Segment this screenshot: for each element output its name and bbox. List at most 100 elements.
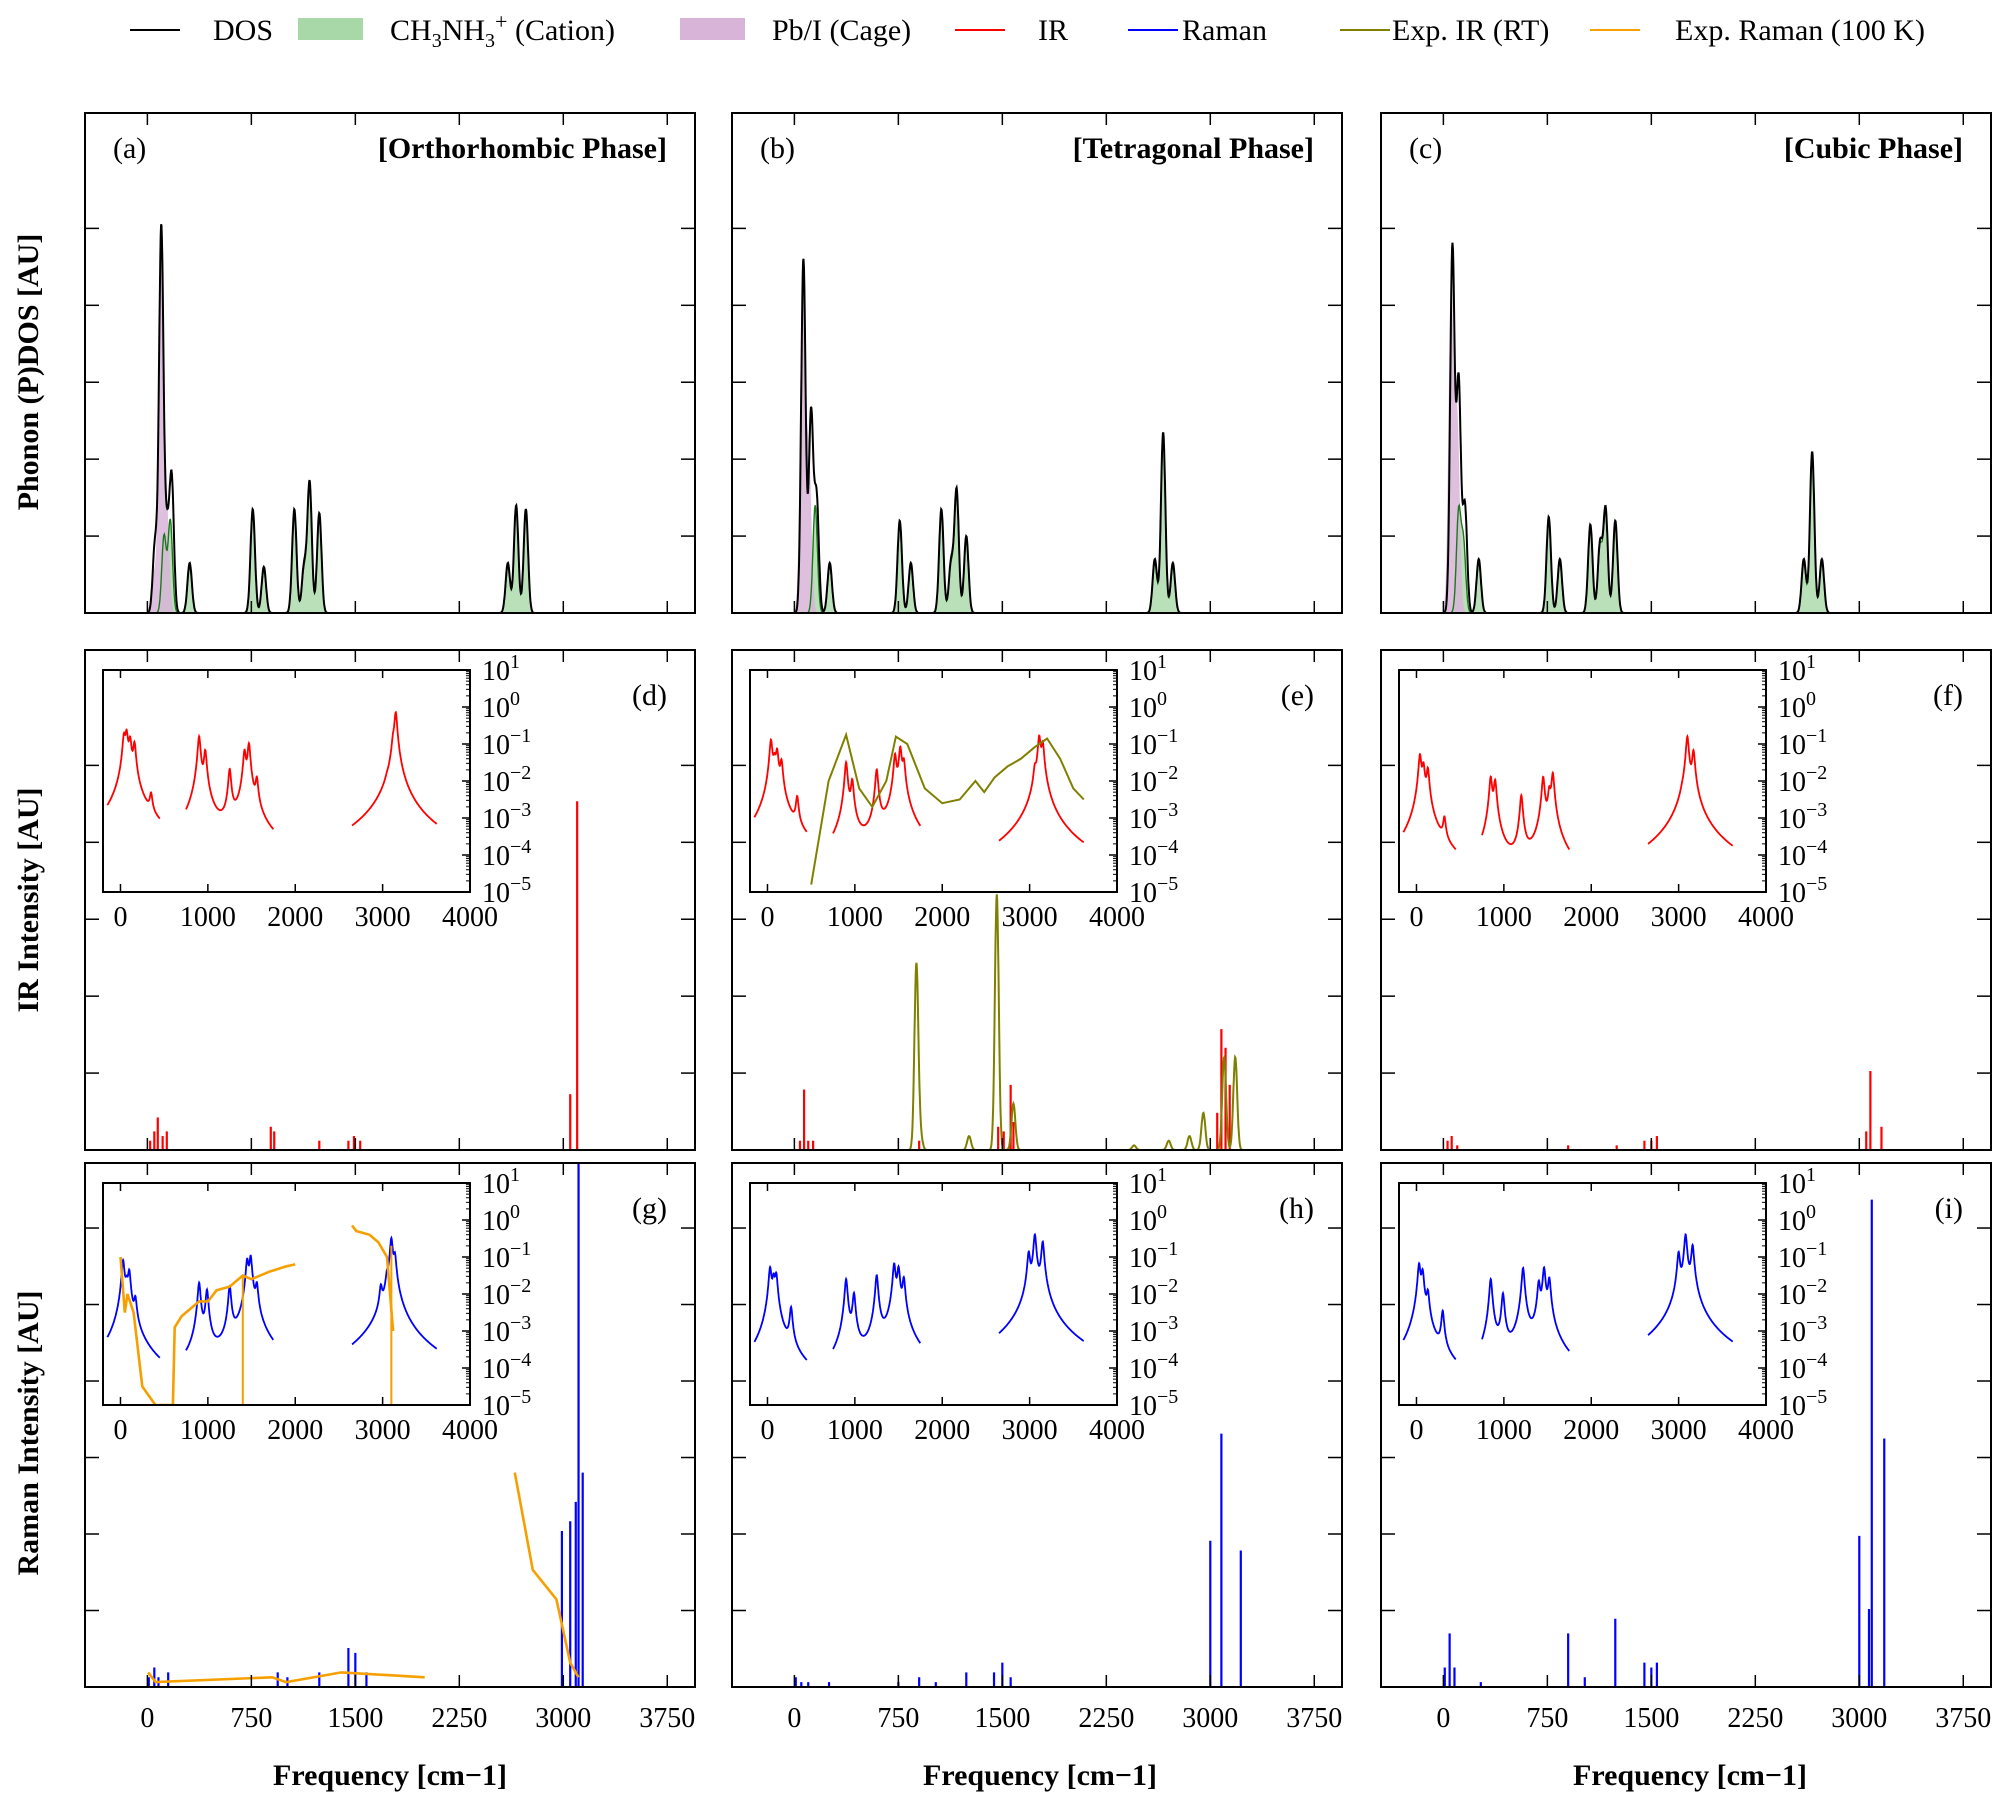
x-tick-label: 3750 [1286,1703,1342,1734]
inset-y-tick-label: 10−5 [482,1386,531,1422]
inset-raman-curve-1 [106,1257,161,1359]
cation-pdos-area [732,437,1342,613]
panel-phase-title: [Orthorhombic Phase] [378,132,667,165]
inset-y-tick-label: 101 [1778,651,1816,687]
inset-x-tick-label: 4000 [1738,902,1794,933]
x-tick-label: 1500 [327,1703,383,1734]
xlabel-col-2: Frequency [cm−1] [923,1759,1157,1792]
panel-tag: (i) [1935,1192,1963,1225]
plot-area [1443,1199,1886,1687]
inset-y-tick-label: 10−4 [482,836,531,872]
inset-frame [102,1182,471,1406]
panel-tag: (f) [1933,679,1963,712]
x-tick-label: 2250 [431,1703,487,1734]
panel-orthorhombic-row2: 0 1000 2000 3000 4000 10110010−110−210−310−41… [84,649,696,1151]
inset-x-tick-label: 1000 [1476,902,1532,933]
panel-tag: (e) [1281,679,1314,712]
panel-tag: (g) [632,1192,667,1225]
inset-ir-curve-3 [351,710,438,827]
exp-raman-line-high [513,1472,580,1678]
panel-phase-title: [Cubic Phase] [1784,132,1963,165]
inset-x-tick-label: 1000 [180,1415,236,1446]
inset-frame [749,669,1118,893]
inset-ir-curve-2 [832,745,922,834]
inset-x-tick-label: 3000 [355,1415,411,1446]
inset-exp-ir-curve [810,731,1085,885]
cage-pdos-area [1381,276,1527,613]
inset-y-tick-label: 10−4 [1778,1349,1827,1385]
inset-x-tick-label: 2000 [914,902,970,933]
inset-y-tick-label: 10−5 [1129,1386,1178,1422]
inset-frame [1398,669,1767,893]
inset-y-tick-label: 10−2 [1129,762,1178,798]
inset-plot-area [753,731,1085,885]
inset-x-tick-label: 0 [760,1415,774,1446]
inset-frame [102,669,471,893]
inset-y-tick-label: 10−5 [482,873,531,909]
inset-plot-area [106,1224,438,1405]
inset-x-tick-label: 0 [1409,1415,1423,1446]
inset-exp-raman-curve-low [119,1256,296,1405]
inset-y-tick-label: 10−1 [482,725,531,761]
x-tick-label: 0 [787,1703,801,1734]
inset-frame [1398,1182,1767,1406]
inset-y-tick-label: 10−1 [482,1238,531,1274]
x-tick-label: 2250 [1727,1703,1783,1734]
legend-exp-raman-label: Exp. Raman (100 K) [1675,14,1925,47]
plot-area [147,1163,584,1687]
inset-x-tick-label: 2000 [1563,1415,1619,1446]
inset-plot-area [1402,1232,1734,1361]
inset-y-tick-label: 10−4 [1778,836,1827,872]
inset-x-tick-label: 0 [113,902,127,933]
x-tick-label: 3000 [1831,1703,1887,1734]
cage-pdos-area [732,259,878,613]
inset-y-tick-label: 10−1 [1778,725,1827,761]
plot-area [794,1433,1242,1687]
panel-cubic-row3: 0 1000 2000 3000 400010110010−110−210−310−41… [1380,1162,1992,1734]
x-tick-label: 750 [1526,1703,1568,1734]
inset-raman-curve-3 [998,1232,1085,1342]
panel-frame [84,112,696,614]
inset-x-tick-label: 3000 [1002,902,1058,933]
inset-x-tick-label: 4000 [1089,902,1145,933]
inset-x-tick-label: 1000 [180,902,236,933]
panel-tetragonal-row3: 0 1000 2000 3000 400010110010−110−210−310−41… [731,1162,1343,1734]
inset-y-tick-label: 10−3 [1778,1312,1827,1348]
cage-pdos-area [85,250,231,613]
inset-tetragonal: 0 1000 2000 3000 4000 10110010−110−210−310−41… [749,1164,1178,1446]
legend-cage-swatch [680,18,745,40]
plot-area [1381,242,1991,613]
inset-y-tick-label: 100 [1778,688,1816,724]
inset-x-tick-label: 1000 [827,1415,883,1446]
inset-y-tick-label: 10−3 [1778,799,1827,835]
inset-y-tick-label: 101 [1129,651,1167,687]
inset-y-tick-label: 10−1 [1129,725,1178,761]
panel-tag: (d) [632,679,667,712]
panel-phase-title: [Tetragonal Phase] [1073,132,1314,165]
panel-frame [84,649,696,1151]
legend-dos-label: DOS [213,14,273,47]
inset-x-tick-label: 0 [113,1415,127,1446]
inset-raman-curve-1 [753,1264,808,1361]
inset-x-tick-label: 2000 [267,1415,323,1446]
inset-x-tick-label: 3000 [355,902,411,933]
inset-ir-curve-3 [998,734,1085,844]
x-tick-label: 3750 [639,1703,695,1734]
panel-tag: (b) [760,132,795,165]
inset-y-tick-label: 100 [1778,1201,1816,1237]
inset-y-tick-label: 10−2 [1778,1275,1827,1311]
inset-y-tick-label: 10−1 [1778,1238,1827,1274]
panel-tetragonal-row2: 0 1000 2000 3000 4000 10110010−110−210−310−41… [731,649,1343,1151]
inset-x-tick-label: 2000 [914,1415,970,1446]
inset-y-tick-label: 101 [482,651,520,687]
inset-y-tick-label: 10−4 [1129,1349,1178,1385]
inset-y-tick-label: 10−3 [1129,799,1178,835]
xlabel-col-1: Frequency [cm−1] [273,1759,507,1792]
inset-x-tick-label: 4000 [442,1415,498,1446]
inset-y-tick-label: 100 [482,1201,520,1237]
inset-y-tick-label: 10−4 [1129,836,1178,872]
row-label-ir: IR Intensity [AU] [12,788,45,1013]
cation-pdos-line [1381,455,1991,613]
row-label-raman: Raman Intensity [AU] [12,1291,45,1576]
